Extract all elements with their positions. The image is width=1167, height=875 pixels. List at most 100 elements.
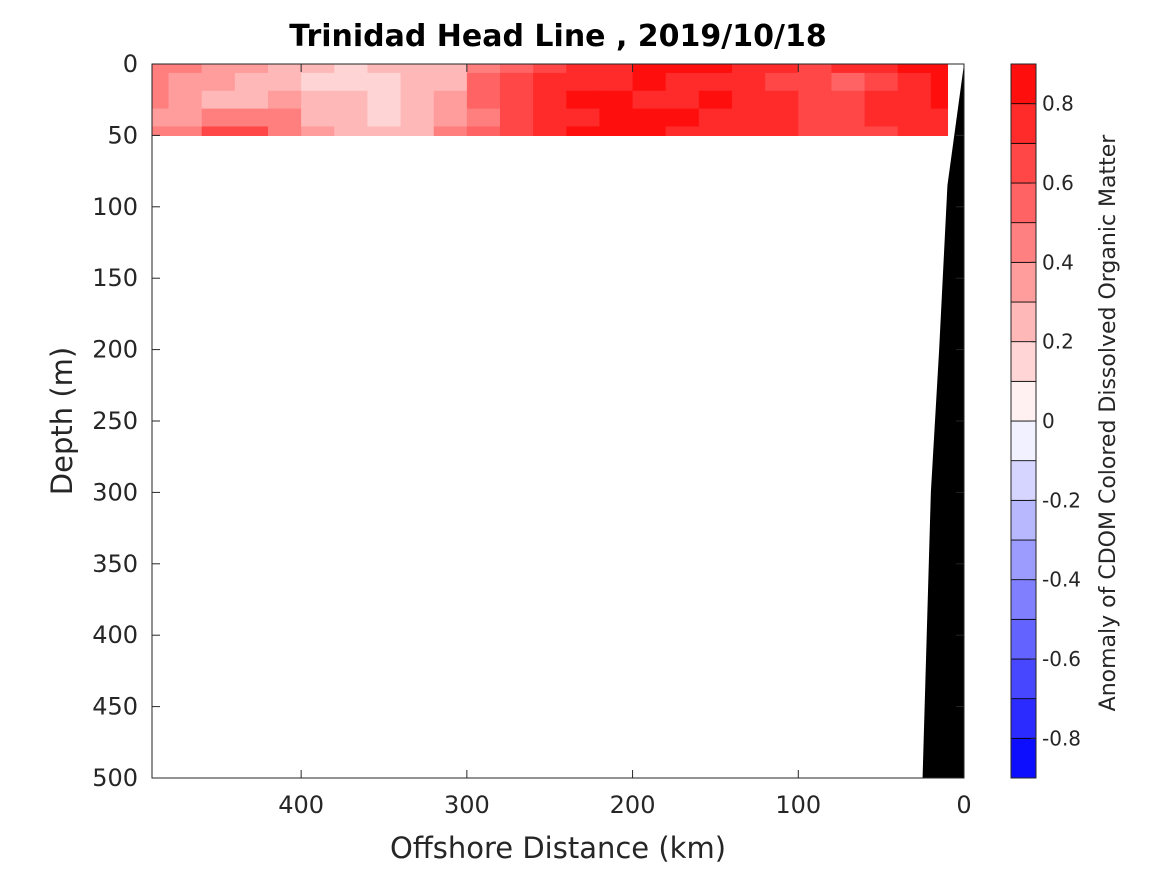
bathymetry-profile [922,64,964,778]
heatmap-cell [466,126,501,136]
heatmap-cell [334,108,369,128]
heatmap-cell [268,90,302,110]
y-tick-label: 500 [92,764,138,792]
heatmap-cell [698,126,733,136]
heatmap-cell [433,72,468,92]
heatmap-cell [698,108,733,128]
heatmap-cell [632,108,667,128]
heatmap-cell [301,64,335,74]
heatmap-cell [533,72,567,92]
heatmap-cell [234,126,269,136]
heatmap-cell [831,108,866,128]
heatmap-cell [152,126,170,136]
y-axis-label: Depth (m) [45,347,79,495]
heatmap-cell [301,90,335,110]
colorbar-tick-label: -0.8 [1042,726,1081,750]
x-tick-label: 200 [610,791,656,819]
heatmap-cell [599,72,634,92]
colorbar: 0.8 0.6 0.4 0.2 0 -0.2 -0.4 -0.6 -0.8 [1010,63,1081,779]
heatmap-cell [566,108,601,128]
colorbar-tick-label: 0 [1042,409,1055,433]
colorbar-swatch [1010,63,1037,105]
heatmap-cell [798,108,833,128]
heatmap-cell [930,72,949,92]
heatmap-cell [466,108,501,128]
heatmap-cell [599,108,634,128]
heatmap-cell [665,126,700,136]
y-tick-label: 50 [107,121,138,149]
heatmap-cell [765,72,799,92]
heatmap-cell [466,72,501,92]
heatmap-cell [500,72,534,92]
colorbar-tick-label: -0.6 [1042,647,1081,671]
heatmap-cell [168,90,203,110]
heatmap-cell [632,72,667,92]
heatmap-cell [268,64,302,74]
colorbar-tick-label: -0.2 [1042,488,1081,512]
chart-title: Trinidad Head Line , 2019/10/18 [289,19,826,54]
heatmap-cell [930,90,949,110]
plot-frame [151,63,965,779]
heatmap-cell [234,64,269,74]
heatmap-cell [234,90,269,110]
y-tick-label: 150 [92,264,138,292]
heatmap-cell [831,72,866,92]
heatmap-cell [732,72,766,92]
heatmap-cell [168,64,203,74]
heatmap-cell [268,126,302,136]
heatmap-cell [152,64,170,74]
heatmap-cell [533,108,567,128]
heatmap-cell [268,72,302,92]
colorbar-swatch [1010,420,1037,462]
heatmap-cell [864,72,899,92]
colorbar-swatch [1010,539,1037,581]
heatmap-cell [765,126,799,136]
heatmap-cells [152,64,949,136]
heatmap-cell [665,64,700,74]
heatmap-cell [152,108,170,128]
heatmap-cell [201,72,236,92]
heatmap-cell [765,108,799,128]
heatmap-cell [301,108,335,128]
heatmap-cell [268,108,302,128]
colorbar-label: Anomaly of CDOM Colored Dissolved Organi… [1096,134,1121,712]
heatmap-cell [533,126,567,136]
x-tick-label: 100 [775,791,821,819]
heatmap-cell [168,108,203,128]
heatmap-cell [798,72,833,92]
heatmap-cell [864,108,899,128]
heatmap-cell [698,72,733,92]
heatmap-cell [234,108,269,128]
colorbar-swatch [1010,222,1037,263]
x-tick-label: 0 [956,791,971,819]
heatmap-cell [765,64,799,74]
colorbar-swatch [1010,460,1037,501]
colorbar-swatch [1010,380,1037,422]
colorbar-swatch [1010,698,1037,739]
heatmap-cell [864,90,899,110]
x-axis-ticks: 400 300 200 100 0 [278,64,972,819]
heatmap-cell [698,64,733,74]
heatmap-cell [500,108,534,128]
heatmap-cell [930,108,949,128]
heatmap-cell [765,90,799,110]
heatmap-cell [466,64,501,74]
colorbar-tick-label: -0.4 [1042,568,1081,592]
heatmap-cell [201,90,236,110]
heatmap-cell [433,126,468,136]
heatmap-cell [798,90,833,110]
heatmap-cell [334,64,369,74]
y-tick-label: 300 [92,478,138,506]
heatmap-cell [732,126,766,136]
heatmap-cell [566,72,601,92]
heatmap-cell [599,126,634,136]
heatmap-cell [930,64,949,74]
heatmap-cell [201,64,236,74]
heatmap-cell [599,90,634,110]
y-tick-label: 400 [92,621,138,649]
colorbar-swatch [1010,261,1037,303]
heatmap-cell [831,64,866,74]
y-tick-label: 0 [123,50,138,78]
heatmap-cell [500,126,534,136]
